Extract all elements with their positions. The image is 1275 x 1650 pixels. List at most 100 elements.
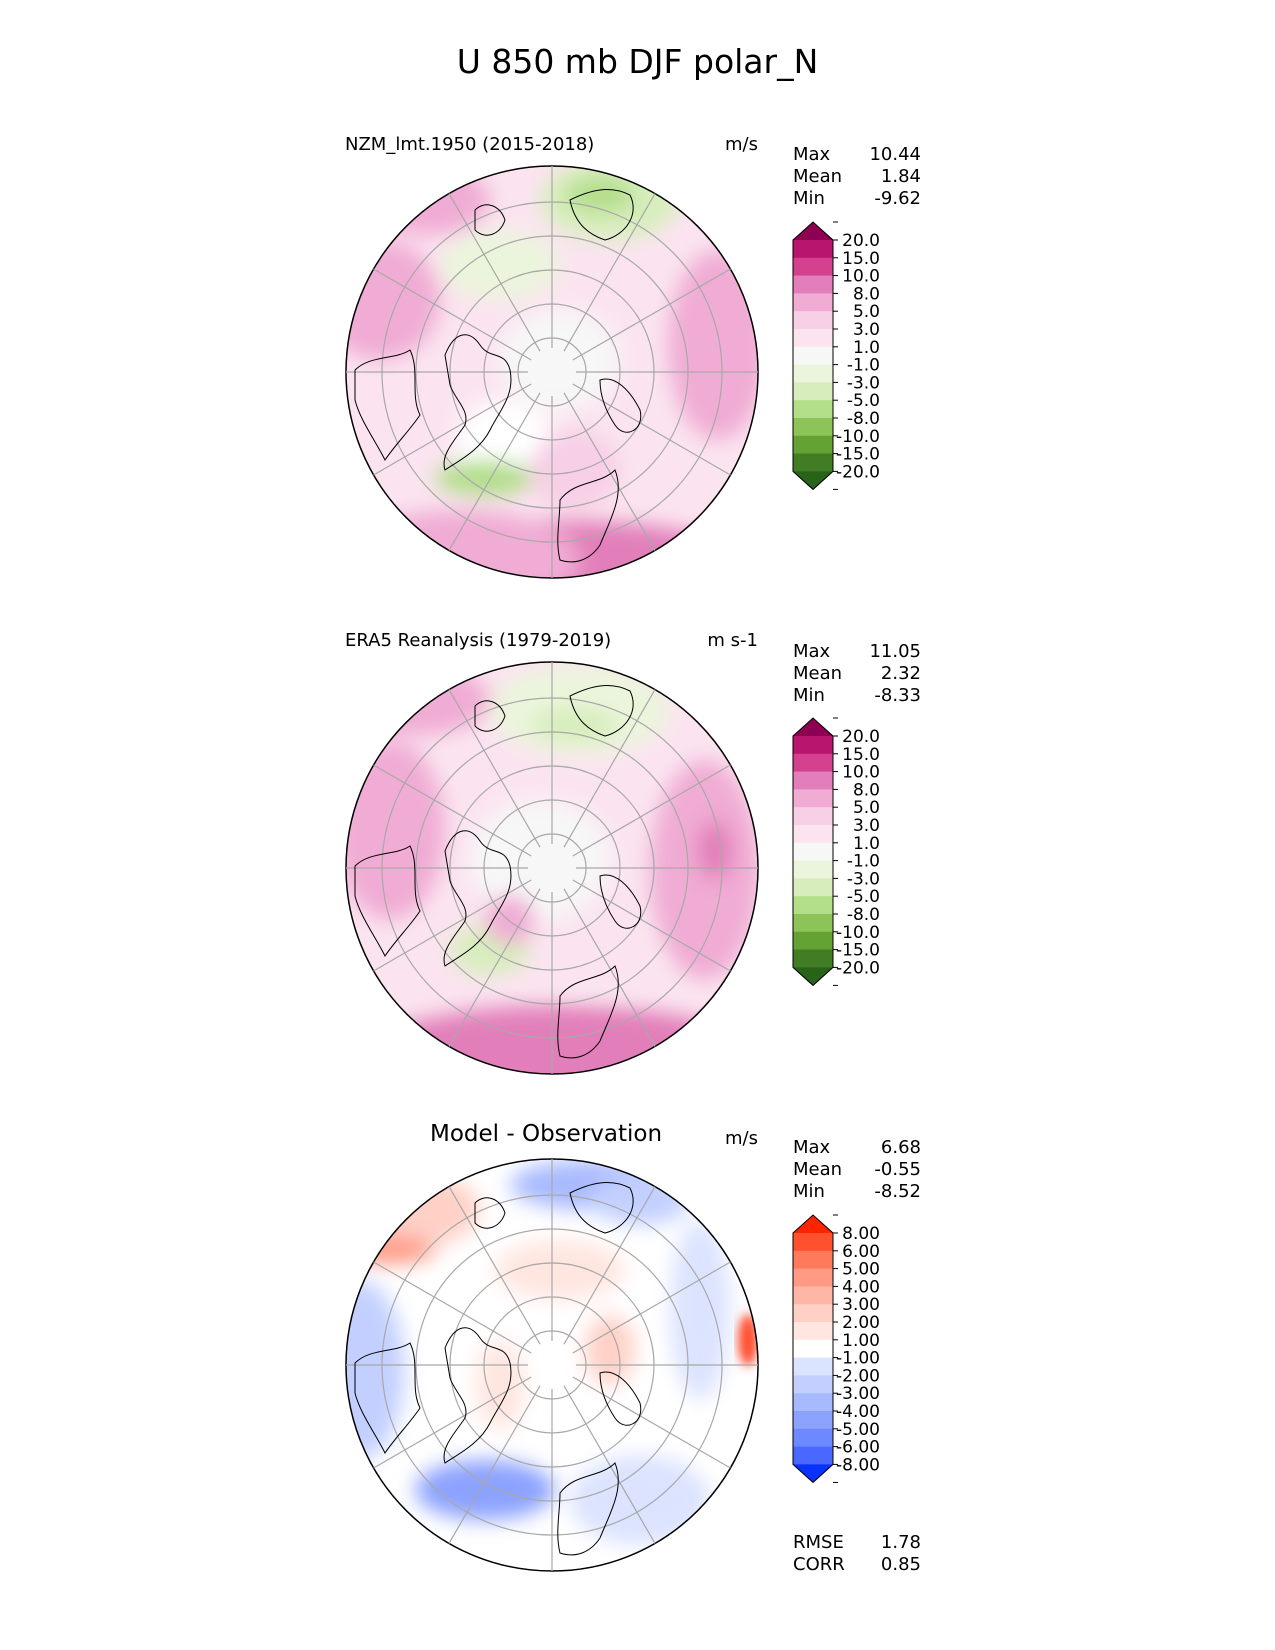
meridian-line: [373, 268, 532, 361]
colorbar-tick-label: -1.0: [847, 852, 880, 872]
stat-label: Max: [793, 144, 831, 165]
colorbar-tick-label: 3.0: [853, 320, 880, 340]
meridian-line: [373, 764, 532, 857]
colorbar-bin: [793, 825, 833, 844]
colorbar-bin: [793, 453, 833, 472]
colorbar-tick-label: -15.0: [836, 445, 880, 465]
colorbar-tick-label: 1.00: [842, 1331, 880, 1351]
colorbar-tick-label: -2.00: [836, 1366, 880, 1386]
panel-3-units: m/s: [725, 1128, 758, 1149]
meridian-line: [373, 1261, 532, 1354]
polar-map-2: [345, 661, 759, 1075]
meridian-line: [448, 1186, 541, 1345]
colorbar-bin: [793, 1286, 833, 1305]
meridian-line: [572, 1261, 731, 1354]
panel-2-stats: Max 11.05 Mean 2.32 Min -8.33: [793, 641, 921, 707]
colorbar-bin: [793, 807, 833, 826]
stat-value: 2.32: [880, 663, 921, 684]
colorbar-tick-label: 20.0: [842, 727, 880, 747]
meridian-line: [373, 879, 532, 972]
colorbar-tick-label: 20.0: [842, 231, 880, 251]
stat-value: 6.68: [880, 1137, 921, 1158]
colorbar-bin: [793, 860, 833, 879]
colorbar-bin: [793, 736, 833, 755]
meridian-line: [373, 383, 532, 476]
stat-label: Mean: [793, 1159, 843, 1180]
colorbar-bin: [793, 346, 833, 366]
colorbar-extension-top: [793, 718, 833, 736]
colorbar-tick-label: 10.0: [842, 267, 880, 287]
colorbar-bin: [793, 842, 833, 862]
meridian-line: [572, 383, 731, 476]
colorbar-bin: [793, 1375, 833, 1394]
stat-value: 10.44: [869, 144, 921, 165]
colorbar-tick-label: -8.0: [847, 409, 880, 429]
colorbar-bin: [793, 240, 833, 259]
stat-value: -0.55: [874, 1159, 921, 1180]
colorbar-bin: [793, 293, 833, 312]
stat-value: 1.84: [880, 166, 921, 187]
meridian-line: [563, 1385, 656, 1544]
colorbar-tick-label: -1.0: [847, 356, 880, 376]
colorbar-bin: [793, 275, 833, 294]
stat-label: CORR: [793, 1554, 845, 1575]
colorbar-tick-label: 5.0: [853, 302, 880, 322]
stat-label: Mean: [793, 663, 843, 684]
colorbar-tick-label: 3.00: [842, 1295, 880, 1315]
colorbar-extension-bottom: [793, 471, 833, 490]
colorbar-tick-label: -6.00: [836, 1438, 880, 1458]
colorbar-bin: [793, 257, 833, 277]
panel-2-units: m s-1: [707, 630, 758, 651]
meridian-line: [448, 888, 541, 1047]
colorbar-bin: [793, 1411, 833, 1430]
colorbar-tick-label: 15.0: [842, 745, 880, 765]
colorbar-tick-label: -15.0: [836, 941, 880, 961]
colorbar-extension-bottom: [793, 967, 833, 986]
meridian-line: [572, 1376, 731, 1469]
colorbar-tick-label: 5.00: [842, 1260, 880, 1280]
meridian-line: [563, 888, 656, 1047]
stat-label: Min: [793, 188, 825, 209]
colorbar-bin: [793, 435, 833, 455]
polar-map-1: [345, 165, 759, 579]
coastline: [354, 685, 642, 1059]
map-gridlines: [346, 662, 758, 1074]
colorbar-bin: [793, 329, 833, 348]
figure-title: U 850 mb DJF polar_N: [456, 42, 819, 81]
stat-label: Max: [793, 1137, 831, 1158]
colorbar-tick-label: 10.0: [842, 763, 880, 783]
colorbar-tick-label: -10.0: [836, 427, 880, 447]
colorbar-bin: [793, 753, 833, 773]
map-gridlines: [346, 166, 758, 578]
colorbar-bin: [793, 1393, 833, 1412]
meridian-line: [448, 193, 541, 352]
meridian-line: [448, 689, 541, 848]
colorbar-extension-top: [793, 222, 833, 240]
colorbar-bin: [793, 896, 833, 915]
colorbar-tick-label: -3.0: [847, 373, 880, 393]
stat-label: RMSE: [793, 1532, 844, 1553]
colorbar-bin: [793, 1233, 833, 1252]
colorbar-tick-label: 2.00: [842, 1313, 880, 1333]
meridian-line: [448, 1385, 541, 1544]
polar-map-3: [345, 1158, 759, 1572]
colorbar-bin: [793, 1304, 833, 1323]
stat-label: Mean: [793, 166, 843, 187]
colorbar-tick-label: -5.0: [847, 391, 880, 411]
stat-value: 1.78: [880, 1532, 921, 1553]
colorbar-tick-label: -20.0: [836, 958, 880, 978]
colorbar-bin: [793, 878, 833, 897]
colorbar-bin: [793, 418, 833, 437]
stat-label: Min: [793, 1181, 825, 1202]
coastline: [354, 189, 642, 563]
stat-value: 11.05: [869, 641, 921, 662]
colorbar-bin: [793, 1428, 833, 1448]
map-gridlines: [346, 1159, 758, 1571]
colorbar-bin: [793, 1268, 833, 1287]
colorbar-tick-label: -1.00: [836, 1349, 880, 1369]
colorbar-tick-label: 15.0: [842, 249, 880, 269]
colorbar-tick-label: 1.0: [853, 338, 880, 358]
panel-1-title: NZM_lmt.1950 (2015-2018): [345, 134, 595, 155]
colorbar-tick-label: -3.0: [847, 869, 880, 889]
